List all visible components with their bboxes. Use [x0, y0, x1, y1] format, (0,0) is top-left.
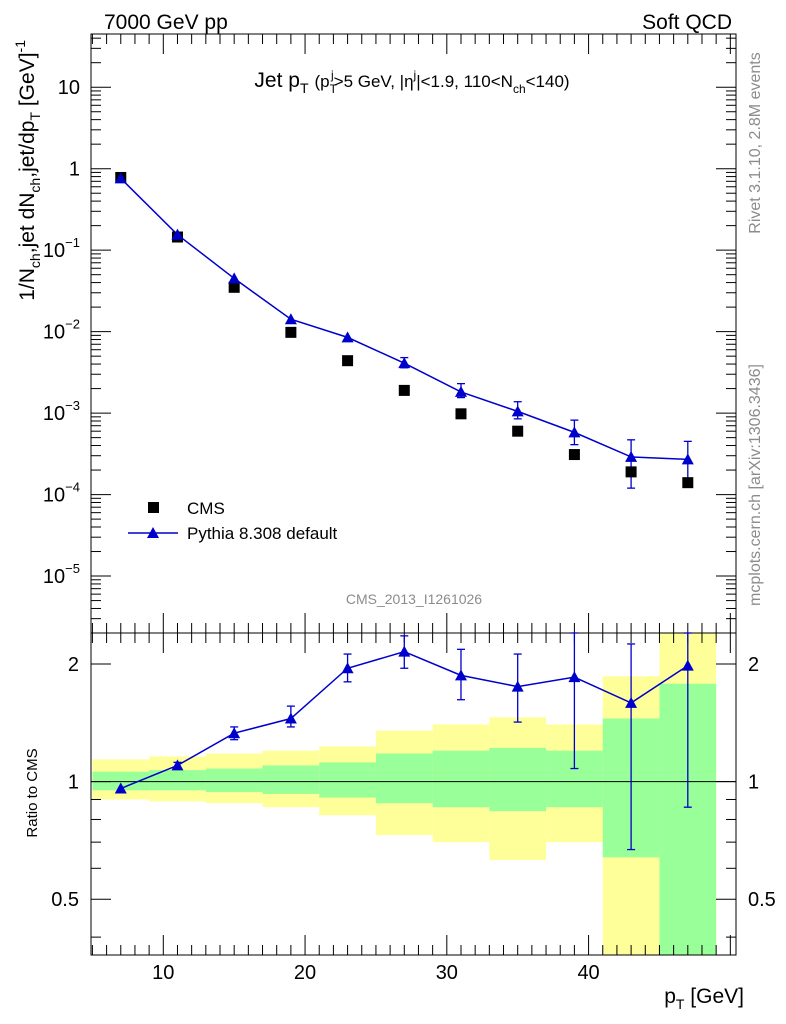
ratio-point — [681, 659, 694, 671]
main-y-axis-label: 1/Nch,jet dNch,jet/dpT [GeV]-1 — [12, 40, 43, 301]
pythia-point — [681, 453, 694, 465]
title-cut1: (p — [315, 72, 330, 91]
pythia-point — [511, 405, 524, 417]
main-y-tick-label: 10−1 — [43, 235, 80, 262]
process-label: Soft QCD — [642, 11, 732, 34]
ratio-band-inner — [205, 768, 263, 793]
ratio-point — [228, 727, 241, 739]
ratio-y-tick-label: 0.5 — [51, 889, 79, 911]
ratio-y-tick-label-right: 0.5 — [748, 889, 776, 911]
pythia-point — [171, 228, 184, 240]
x-tick-label: 10 — [152, 962, 174, 984]
cms-point — [568, 449, 580, 461]
ratio-point — [454, 669, 467, 681]
pythia-point — [284, 313, 297, 325]
main-plot: 10 1 10−1 10−2 10−3 10−4 10−5 CMS Pythia 8.308 d… — [43, 33, 737, 634]
cms-point — [398, 384, 410, 396]
pythia-point — [568, 426, 581, 438]
ylabel-a-sub: ch — [27, 253, 43, 268]
main-plot-title: Jet pT (pTj>5 GeV, |ηj|<1.9, 110<Nch<140) — [254, 68, 569, 96]
ratio-band-inner — [319, 762, 376, 798]
x-tick-label: 20 — [294, 962, 316, 984]
pythia-point — [398, 357, 411, 369]
cms-point — [285, 326, 297, 338]
pythia-point — [228, 272, 241, 284]
pythia-point — [341, 331, 354, 343]
ratio-point — [284, 712, 297, 724]
ratio-band-inner — [489, 747, 547, 812]
main-y-tick-label: 10−3 — [43, 398, 80, 425]
main-y-tick-label: 10−4 — [43, 480, 80, 507]
ratio-point — [398, 645, 411, 657]
main-y-tick-label: 10 — [58, 77, 80, 99]
pythia-point — [114, 172, 127, 184]
ylabel-d: [GeV] — [16, 52, 39, 112]
main-plot-frame — [90, 33, 737, 634]
title-cut3-rest: <140) — [526, 72, 570, 91]
x-axis-label: pT [GeV] — [664, 985, 744, 1012]
legend-cms-marker — [148, 502, 159, 513]
title-main: Jet p — [254, 69, 300, 92]
cms-point — [682, 477, 694, 489]
ratio-y-tick-label-right: 1 — [748, 772, 759, 794]
ratio-plot-frame — [90, 632, 737, 956]
title-cut1-rest: >5 GeV, |η — [334, 72, 414, 91]
ratio-point — [341, 662, 354, 674]
ratio-point — [625, 696, 638, 708]
ylabel-b-sub: ch — [27, 178, 43, 193]
cms-point — [455, 408, 467, 420]
ylabel-c: ,jet/dp — [16, 121, 39, 178]
ratio-y-axis-label: Ratio to CMS — [24, 748, 41, 837]
ratio-point — [114, 782, 127, 794]
main-y-tick-label: 1 — [69, 159, 80, 181]
title-cut1-sup: j — [330, 68, 334, 82]
ylabel-b: ,jet dN — [16, 193, 39, 254]
x-tick-label: 40 — [577, 962, 599, 984]
cms-point — [342, 355, 354, 367]
ratio-band-inner — [92, 771, 150, 791]
analysis-id-label: CMS_2013_I1261026 — [346, 591, 482, 607]
title-main-sub: T — [300, 80, 309, 96]
ratio-y-tick-label-right: 2 — [748, 654, 759, 676]
rivet-version-label: Rivet 3.1.10, 2.8M events — [747, 52, 764, 233]
ratio-band-inner — [149, 770, 206, 791]
legend-cms-label: CMS — [187, 499, 225, 518]
ylabel-d-sup: -1 — [12, 40, 28, 53]
xlabel-main: p — [664, 985, 676, 1008]
ratio-plot: 0.5 0.5 1 1 2 2 10 20 30 40 — [51, 632, 776, 984]
ratio-band-inner — [262, 765, 320, 794]
main-y-tick-label: 10−2 — [43, 317, 80, 344]
ratio-band-inner — [432, 750, 490, 808]
title-cut2-rest: |<1.9, 110<N — [416, 72, 513, 91]
energy-label: 7000 GeV pp — [104, 11, 228, 34]
source-label: mcplots.cern.ch [arXiv:1306.3436] — [747, 364, 764, 606]
title-cut3-sub: ch — [513, 82, 526, 96]
x-tick-label: 30 — [436, 962, 458, 984]
cms-point — [228, 281, 240, 293]
ratio-point — [171, 759, 184, 771]
xlabel-rest: [GeV] — [684, 985, 744, 1008]
ratio-point — [511, 680, 524, 692]
ylabel-a: 1/N — [16, 268, 39, 301]
pythia-point — [625, 450, 638, 462]
main-y-tick-label: 10−5 — [43, 561, 80, 588]
title-cut1-sub: T — [330, 82, 338, 96]
ylabel-c-sub: T — [27, 112, 43, 121]
legend-pythia-marker — [147, 527, 159, 538]
ratio-y-tick-label: 1 — [68, 772, 79, 794]
ratio-y-tick-label: 2 — [68, 654, 79, 676]
xlabel-sub: T — [676, 996, 685, 1012]
legend-pythia-label: Pythia 8.308 default — [187, 524, 338, 543]
ratio-point — [568, 671, 581, 683]
ratio-band-inner — [375, 753, 433, 804]
title-cut2-sup: j — [413, 68, 417, 82]
pythia-line — [120, 177, 688, 461]
cms-point — [512, 425, 524, 437]
pythia-point — [454, 385, 467, 397]
cms-point — [625, 466, 637, 478]
